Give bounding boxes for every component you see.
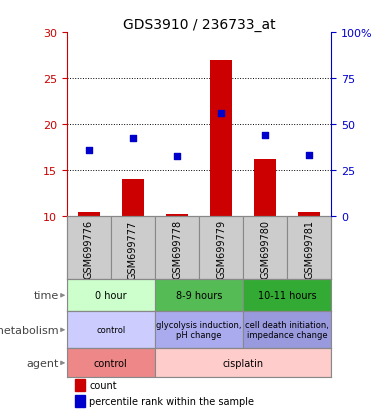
Bar [75,380,85,392]
Text: cisplatin: cisplatin [223,358,264,368]
Text: cell death initiation,
impedance change: cell death initiation, impedance change [245,320,329,339]
Text: GSM699781: GSM699781 [304,220,314,279]
Text: count: count [89,380,117,391]
Bar [298,212,320,217]
Bar [155,280,243,311]
Text: GSM699776: GSM699776 [84,220,94,279]
Point [174,154,180,160]
Bar [155,217,199,280]
Bar [67,349,155,377]
Text: percentile rank within the sample: percentile rank within the sample [89,396,254,406]
Bar [210,61,232,217]
Text: 10-11 hours: 10-11 hours [258,291,317,301]
Bar [111,217,155,280]
Bar [287,217,331,280]
Bar [67,280,155,311]
Text: 0 hour: 0 hour [95,291,126,301]
Title: GDS3910 / 236733_at: GDS3910 / 236733_at [123,18,275,32]
Text: GSM699778: GSM699778 [172,220,182,279]
Bar [155,349,331,377]
Text: GSM699780: GSM699780 [260,220,270,279]
Bar [243,311,331,349]
Text: control: control [96,325,125,335]
Text: agent: agent [26,358,59,368]
Bar [78,212,100,217]
Point [262,133,268,139]
Point [218,111,224,117]
Bar [243,217,287,280]
Text: glycolysis induction,
pH change: glycolysis induction, pH change [156,320,242,339]
Text: metabolism: metabolism [0,325,59,335]
Point [130,135,136,142]
Text: control: control [94,358,128,368]
Bar [155,311,243,349]
Point [86,147,92,154]
Bar [122,180,144,217]
Bar [254,160,276,217]
Bar [243,280,331,311]
Bar [67,217,111,280]
Point [306,153,312,159]
Text: time: time [34,291,59,301]
Text: 8-9 hours: 8-9 hours [176,291,222,301]
Text: GSM699777: GSM699777 [128,220,138,279]
Bar [67,311,155,349]
Bar [199,217,243,280]
Bar [166,215,188,217]
Text: GSM699779: GSM699779 [216,220,226,279]
Bar [75,395,85,407]
